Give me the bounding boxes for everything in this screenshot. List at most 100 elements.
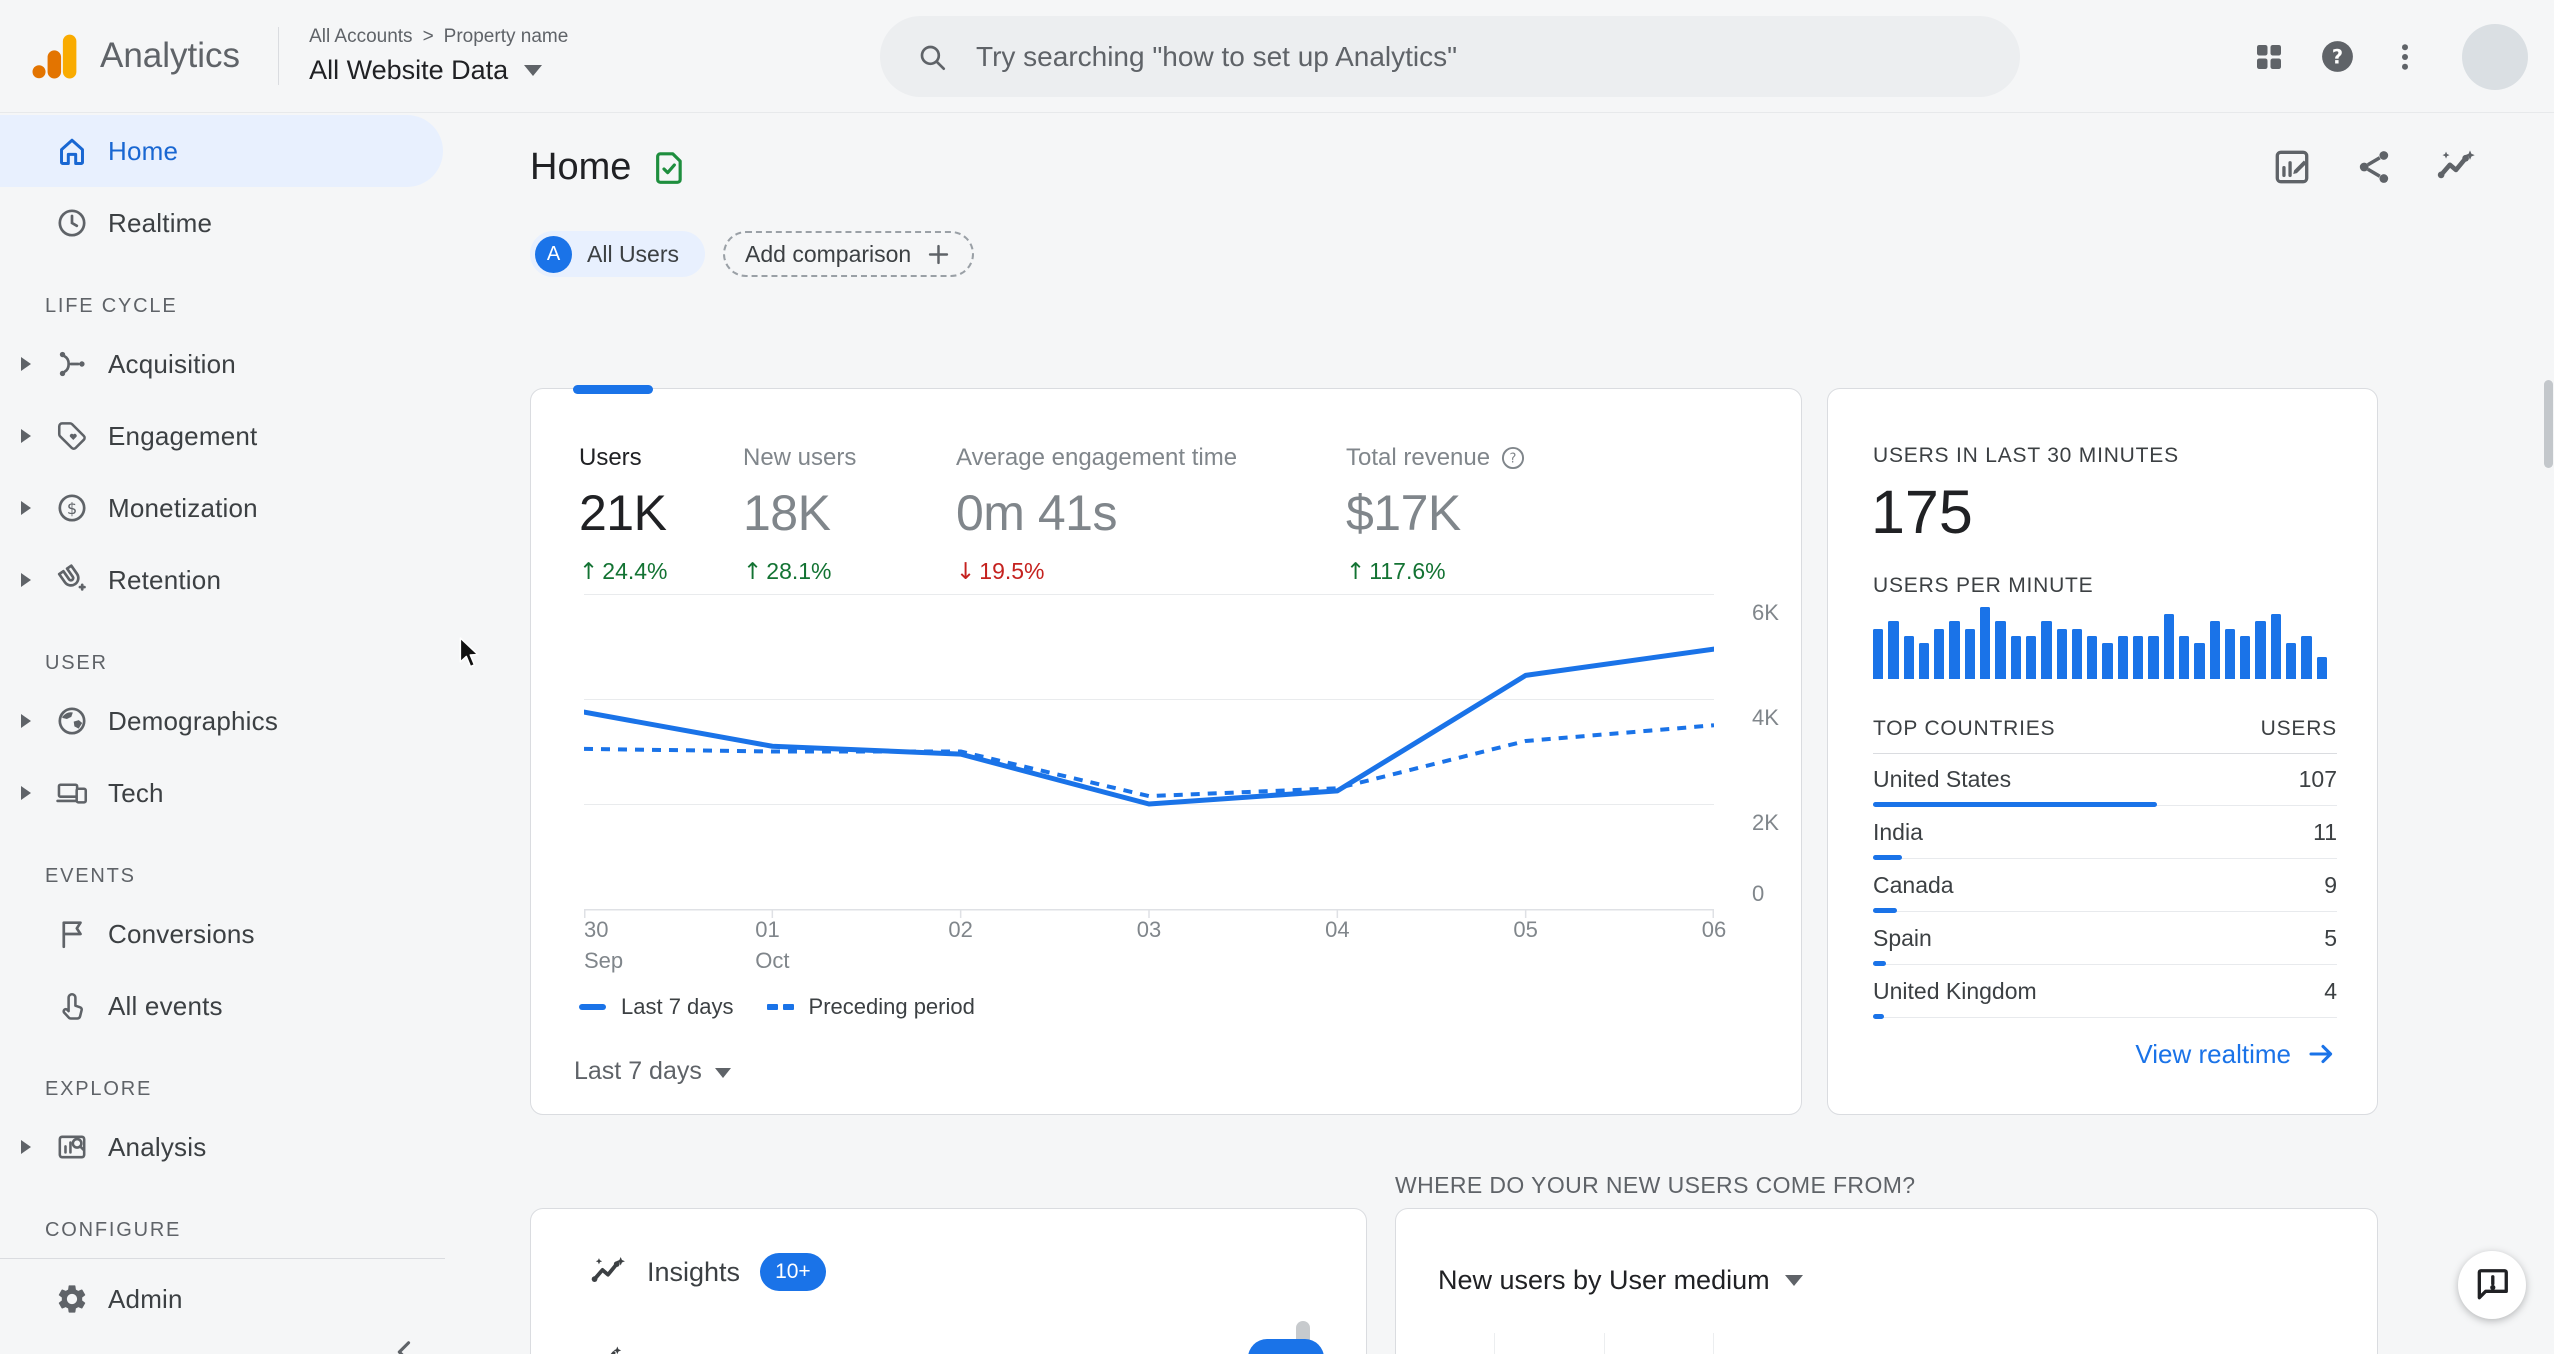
view-realtime-label: View realtime <box>2135 1038 2291 1069</box>
property-selector[interactable]: All Website Data <box>309 55 568 86</box>
expand-arrow-icon[interactable] <box>21 573 31 587</box>
country-bar-fill <box>1873 1014 1884 1019</box>
users-per-minute-bar <box>2163 614 2174 679</box>
help-icon[interactable]: ? <box>2318 38 2356 76</box>
metric-label: Users <box>579 444 642 471</box>
x-axis-tick: 05 <box>1513 917 1537 943</box>
page-title: Home <box>530 146 632 188</box>
legend-label-preceding: Preceding period <box>808 994 975 1019</box>
new-users-card-title-dropdown[interactable]: New users by User medium <box>1438 1265 1803 1296</box>
users-per-minute-bar <box>2010 636 2021 679</box>
sidebar-item-retention[interactable]: Retention <box>0 544 445 616</box>
mouse-cursor <box>458 637 484 671</box>
date-range-dropdown[interactable]: Last 7 days <box>574 1057 731 1086</box>
overview-card: Users 21K ↑ 24.4% New users 18K ↑ 28.1% Average … <box>530 385 1802 1115</box>
expand-arrow-icon[interactable] <box>21 714 31 728</box>
country-bar-fill <box>1873 855 1903 860</box>
audience-label: All Users <box>587 240 680 267</box>
page-scrollbar[interactable] <box>2544 380 2553 468</box>
users-per-minute-bar <box>2087 636 2098 679</box>
add-comparison-button[interactable]: Add comparison <box>723 231 975 277</box>
sidebar-divider <box>0 1258 445 1259</box>
country-bar-fill <box>1873 908 1897 913</box>
country-row: Spain 5 <box>1873 913 2337 966</box>
expand-arrow-icon[interactable] <box>21 786 31 800</box>
users-per-minute-chart <box>1873 605 2338 679</box>
analytics-logo[interactable]: Analytics <box>28 29 240 83</box>
users-per-minute-bar <box>2133 636 2144 679</box>
insights-header: Insights 10+ <box>589 1253 826 1291</box>
country-name: United States <box>1873 766 2012 792</box>
engagement-icon <box>55 419 89 453</box>
customize-report-icon[interactable] <box>2271 146 2313 188</box>
sidebar-item-admin[interactable]: Admin <box>0 1263 445 1335</box>
sidebar-item-conversions[interactable]: Conversions <box>0 898 445 970</box>
x-axis-tick: 03 <box>1137 917 1161 943</box>
avatar[interactable] <box>2462 23 2528 90</box>
legend-solid-swatch <box>579 1004 606 1010</box>
country-users-value: 5 <box>2324 925 2337 951</box>
touch-icon <box>55 989 89 1023</box>
users-per-minute-bar <box>1949 621 1960 679</box>
sidebar-item-engagement[interactable]: Engagement <box>0 400 445 472</box>
metric-delta: ↑ 24.4% <box>579 558 743 585</box>
metric-label-row: New users <box>743 444 956 472</box>
share-icon[interactable] <box>2353 146 2395 188</box>
users-per-minute-bar <box>2270 614 2282 679</box>
retention-icon <box>55 563 89 597</box>
metric-users: Users 21K ↑ 24.4% <box>579 444 743 585</box>
breadcrumb-separator-icon: > <box>422 26 434 47</box>
search-bar[interactable]: Try searching "how to set up Analytics" <box>880 16 2020 97</box>
help-circle-icon[interactable]: ? <box>1500 445 1526 471</box>
down-arrow-icon: ↓ <box>956 558 976 585</box>
sidebar-item-home[interactable]: Home <box>0 115 443 187</box>
sidebar-item-acquisition[interactable]: Acquisition <box>0 328 445 400</box>
more-vert-icon[interactable] <box>2386 38 2424 76</box>
sidebar-item-demographics[interactable]: Demographics <box>0 685 445 757</box>
expand-arrow-icon[interactable] <box>21 501 31 515</box>
country-users-value: 107 <box>2298 766 2337 792</box>
expand-arrow-icon[interactable] <box>21 1140 31 1154</box>
view-realtime-link[interactable]: View realtime <box>2135 1038 2337 1070</box>
sidebar-item-label: Engagement <box>108 420 258 451</box>
users-per-minute-bar <box>2041 621 2052 679</box>
sidebar-item-realtime[interactable]: Realtime <box>0 187 445 259</box>
country-name: India <box>1873 819 1923 845</box>
country-name: United Kingdom <box>1873 978 2037 1004</box>
acquisition-icon <box>55 347 89 381</box>
feedback-button[interactable] <box>2458 1251 2526 1319</box>
all-users-chip[interactable]: A All Users <box>530 231 706 277</box>
search-placeholder: Try searching "how to set up Analytics" <box>976 40 1458 72</box>
expand-arrow-icon[interactable] <box>21 357 31 371</box>
expand-arrow-icon[interactable] <box>21 429 31 443</box>
users-per-minute-bar <box>1888 621 1899 679</box>
x-tick-day: 03 <box>1136 917 1162 942</box>
top-countries-column-header: TOP COUNTRIES <box>1873 717 2056 740</box>
add-comparison-label: Add comparison <box>745 240 912 267</box>
users-line-chart <box>584 594 1714 924</box>
users-per-minute-bar <box>2316 657 2327 679</box>
apps-grid-icon[interactable] <box>2250 38 2288 76</box>
users-column-header: USERS <box>2260 717 2337 740</box>
sidebar-item-analysis[interactable]: Analysis <box>0 1111 445 1183</box>
insights-title: Insights <box>647 1256 741 1287</box>
sidebar-item-label: Monetization <box>108 492 258 523</box>
insights-icon[interactable] <box>2435 146 2477 188</box>
header-divider <box>278 27 280 85</box>
sidebar-item-all-events[interactable]: All events <box>0 970 445 1042</box>
country-bar-track <box>1873 960 2337 966</box>
users-per-minute-bar <box>2148 636 2159 679</box>
collapse-sidebar-icon[interactable] <box>388 1335 422 1354</box>
users-per-minute-bar <box>1903 636 1914 679</box>
sidebar-item-monetization[interactable]: $ Monetization <box>0 472 445 544</box>
x-tick-day: 04 <box>1325 917 1350 942</box>
sidebar-item-tech[interactable]: Tech <box>0 757 445 829</box>
breadcrumb-root: All Accounts <box>309 26 413 47</box>
users-per-minute-bar <box>1934 629 1945 679</box>
country-name: Spain <box>1873 925 1932 951</box>
legend-label-last7: Last 7 days <box>621 994 734 1019</box>
chart-gridline <box>1494 1333 1495 1354</box>
countries-header: TOP COUNTRIES USERS <box>1873 717 2337 754</box>
metric-label-row: Users <box>579 444 743 472</box>
